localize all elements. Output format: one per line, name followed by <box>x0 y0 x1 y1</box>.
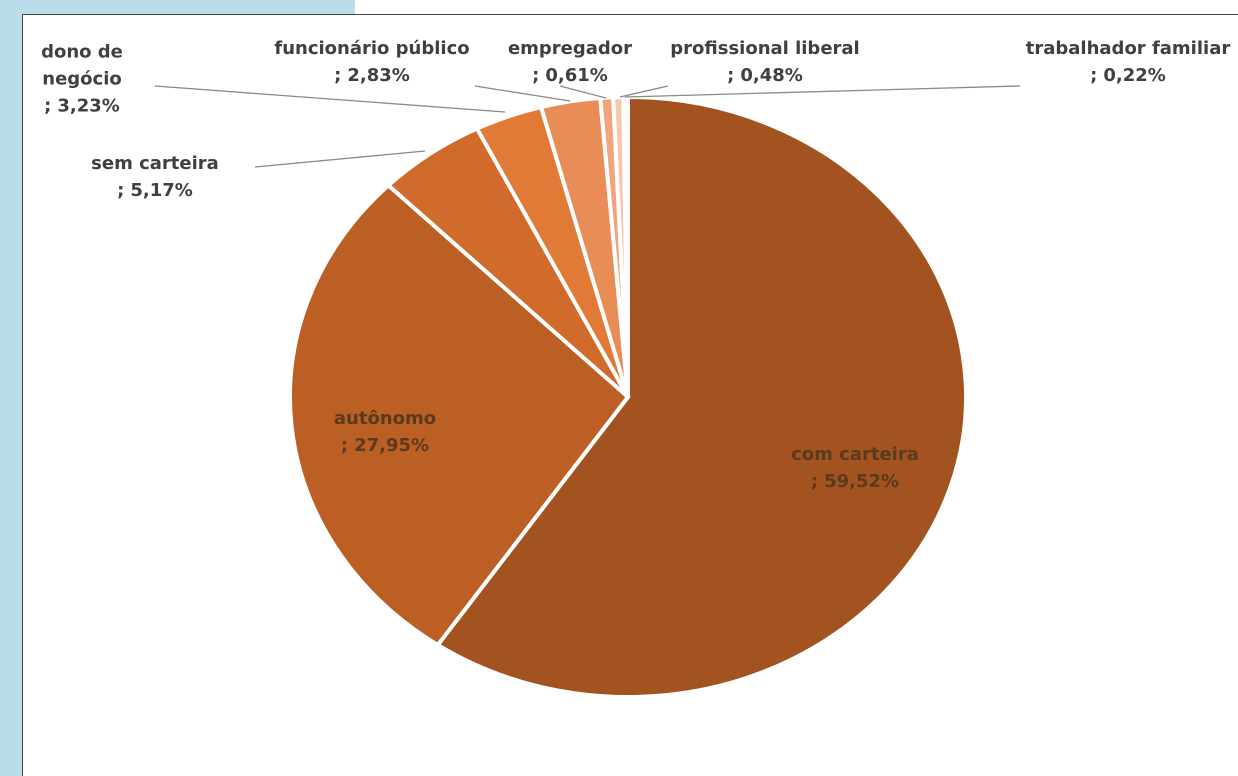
data-label: profissional liberal ; 0,48% <box>670 35 860 89</box>
value-label: 0,22% <box>1103 65 1166 86</box>
data-label: empregador ; 0,61% <box>485 35 655 89</box>
category-label: empregador ; <box>507 38 633 86</box>
value-label: 3,23% <box>57 95 120 117</box>
slices <box>288 94 968 699</box>
data-label: com carteira ; 59,52% <box>745 441 965 495</box>
category-label: dono de negócio ; <box>41 41 123 117</box>
data-label: dono de negócio ; 3,23% <box>12 39 152 120</box>
value-label: 2,83% <box>347 65 410 86</box>
header-strip <box>0 0 355 14</box>
leader-line <box>254 150 426 168</box>
value-label: 0,61% <box>545 65 608 86</box>
pie-slice <box>434 94 968 699</box>
category-label: trabalhador familiar ; <box>1025 38 1231 86</box>
side-strip <box>0 0 22 776</box>
leader-line <box>619 85 669 98</box>
leader-lines <box>154 85 1021 168</box>
value-label: 27,95% <box>354 435 430 456</box>
data-label: trabalhador familiar ; 0,22% <box>1018 35 1238 89</box>
data-label: sem carteira ; 5,17% <box>55 150 255 204</box>
category-label: funcionário público ; <box>274 38 470 86</box>
category-label: autônomo ; <box>333 408 437 456</box>
value-label: 59,52% <box>824 471 900 492</box>
category-label: sem carteira ; <box>91 153 219 201</box>
category-label: profissional liberal ; <box>670 38 860 86</box>
value-label: 0,48% <box>740 65 803 86</box>
value-label: 5,17% <box>130 180 193 201</box>
data-label: funcionário público ; 2,83% <box>272 35 472 89</box>
leader-line <box>624 85 1021 98</box>
leader-line <box>474 85 571 102</box>
leader-line <box>559 85 607 99</box>
leader-line <box>154 85 506 113</box>
pie-slice <box>288 182 631 648</box>
category-label: com carteira ; <box>791 444 919 492</box>
data-label: autônomo ; 27,95% <box>295 405 475 459</box>
